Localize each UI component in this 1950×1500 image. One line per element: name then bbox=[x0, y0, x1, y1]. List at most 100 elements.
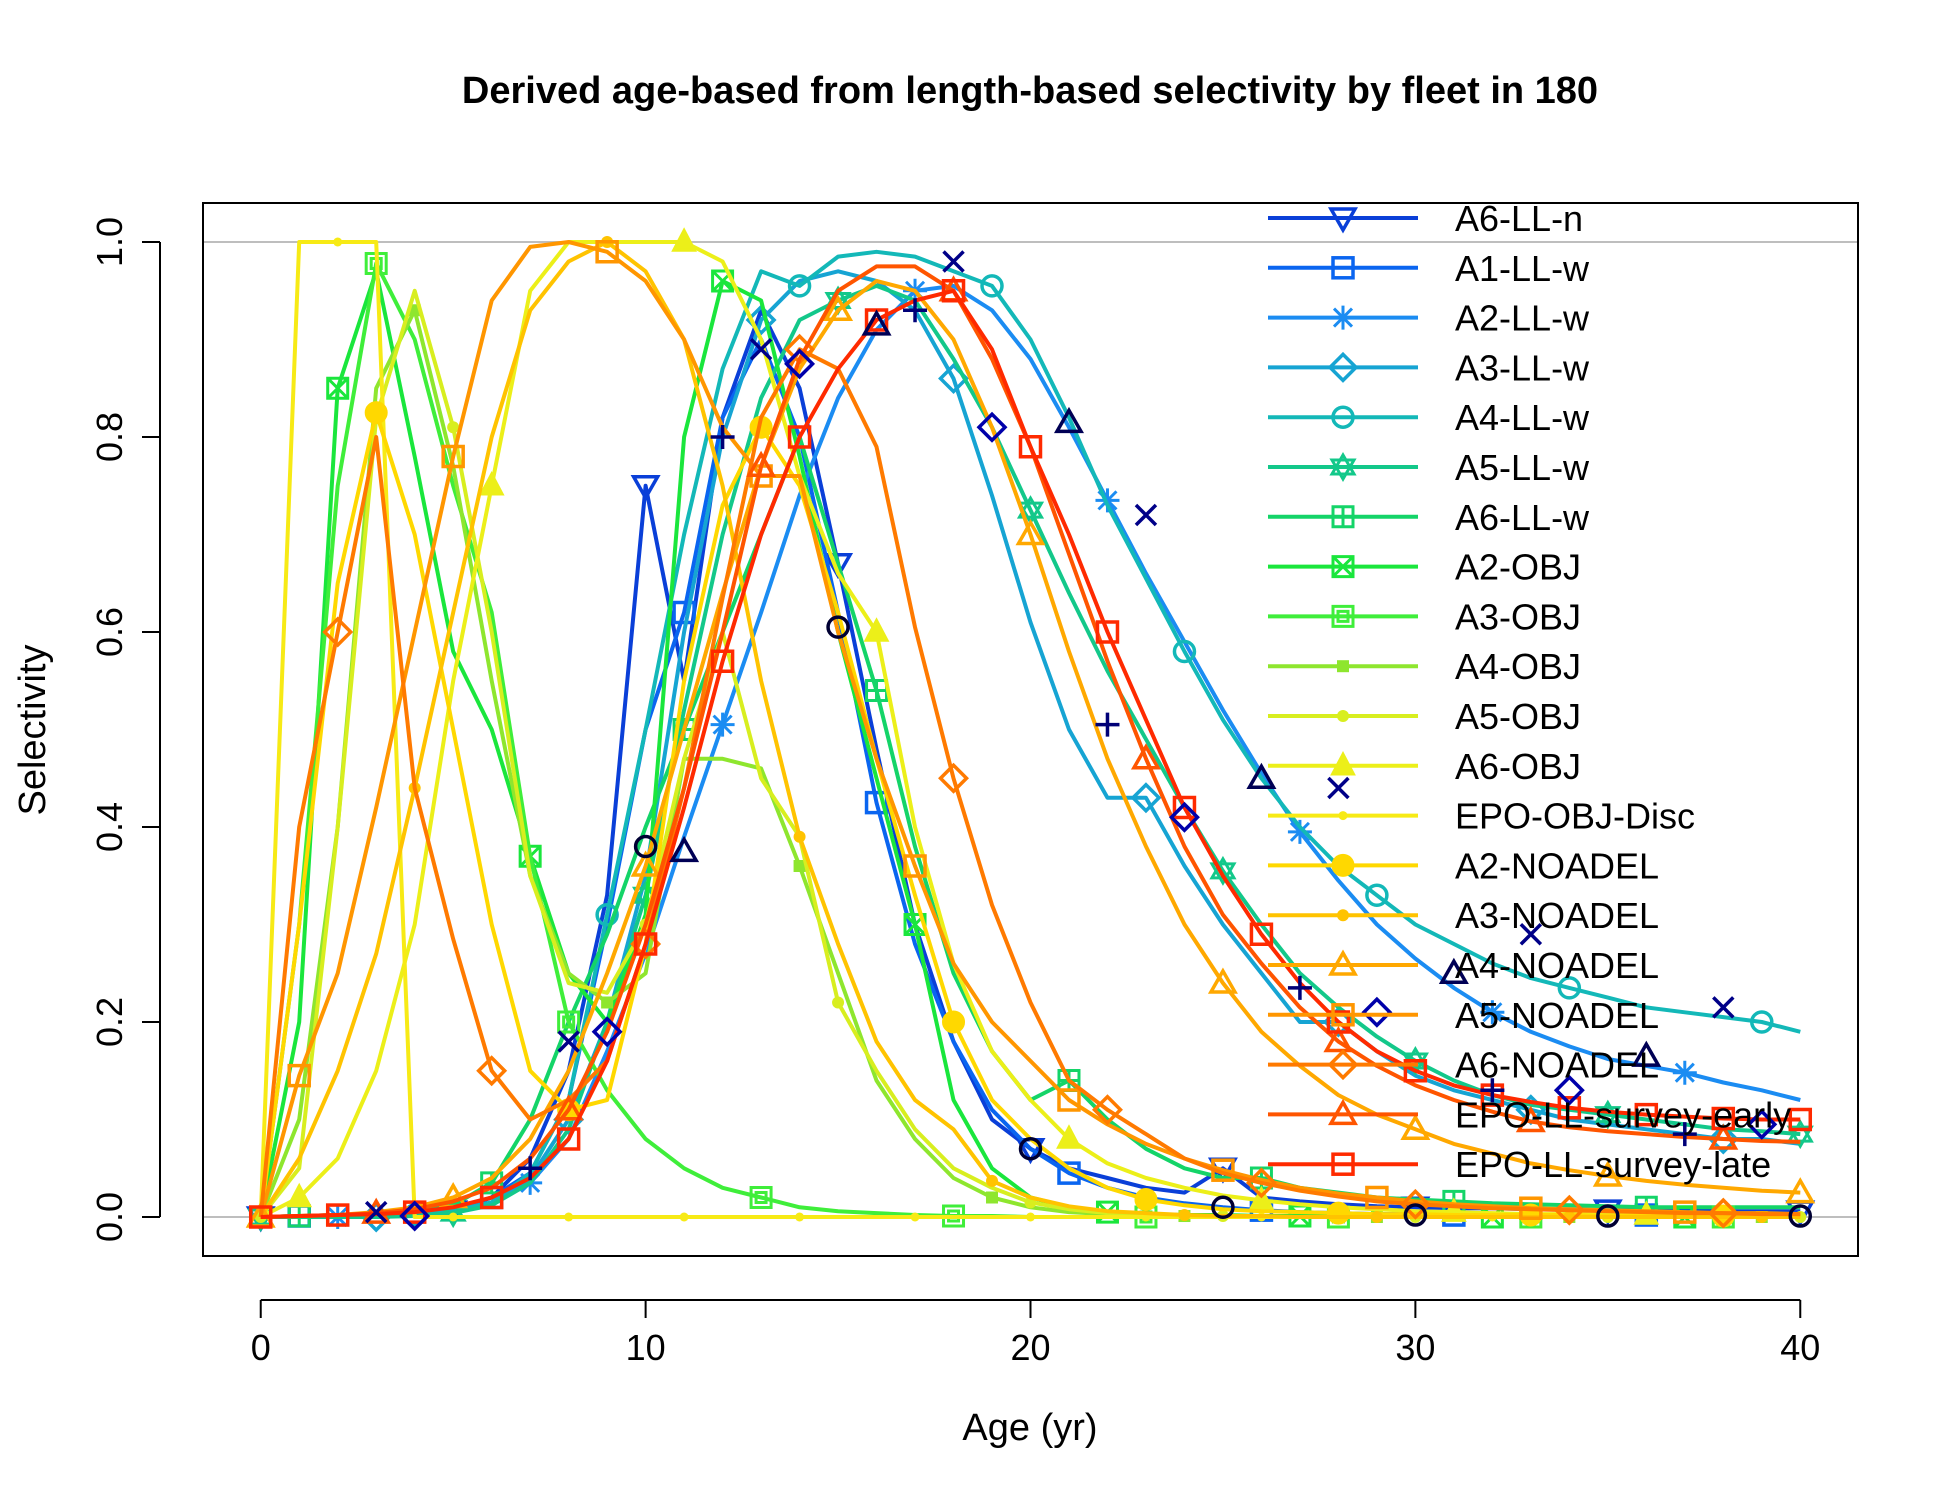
data-point bbox=[823, 294, 854, 321]
data-point bbox=[1631, 1040, 1662, 1067]
data-point bbox=[325, 1203, 350, 1227]
series-EPO-LL-survey-late bbox=[248, 279, 1813, 1229]
legend-item: A6-LL-w bbox=[1268, 497, 1590, 538]
data-point bbox=[1553, 1074, 1585, 1106]
x-tick-label: 20 bbox=[1010, 1327, 1050, 1368]
plot-frame bbox=[202, 202, 1859, 1257]
data-point bbox=[1092, 1094, 1123, 1126]
data-point bbox=[793, 830, 806, 843]
data-point bbox=[1672, 1122, 1697, 1147]
data-point bbox=[1172, 639, 1197, 664]
y-tick-label: 0.8 bbox=[89, 412, 130, 462]
data-point bbox=[1326, 1201, 1350, 1225]
data-point bbox=[1403, 1059, 1428, 1083]
series-line bbox=[258, 347, 1801, 1218]
black-marker-layer bbox=[364, 250, 1813, 1232]
legend-label: A1-LL-w bbox=[1455, 248, 1590, 289]
legend-marker bbox=[1331, 505, 1355, 529]
legend-marker bbox=[1330, 751, 1356, 776]
legend-label: A4-OBJ bbox=[1455, 646, 1581, 687]
data-point bbox=[861, 309, 892, 336]
data-point bbox=[942, 1010, 966, 1034]
legend-marker bbox=[1327, 351, 1359, 383]
legend-marker bbox=[1337, 710, 1349, 722]
data-point bbox=[1400, 1113, 1431, 1140]
data-point bbox=[942, 250, 965, 273]
data-point bbox=[1130, 782, 1162, 814]
legend-item: A6-OBJ bbox=[1268, 746, 1581, 787]
data-point bbox=[1785, 1177, 1816, 1204]
legend-label: A6-OBJ bbox=[1455, 746, 1581, 787]
legend-label: A5-NOADEL bbox=[1455, 995, 1659, 1036]
data-point bbox=[448, 1212, 458, 1222]
legend-marker bbox=[1331, 604, 1355, 628]
data-point bbox=[364, 1200, 388, 1224]
data-point bbox=[1057, 1088, 1081, 1112]
marker-set-circle bbox=[633, 615, 1813, 1228]
legend-item: EPO-LL-survey-late bbox=[1268, 1144, 1771, 1185]
data-point bbox=[630, 850, 661, 877]
data-point bbox=[749, 338, 773, 361]
data-point bbox=[287, 1063, 311, 1088]
legend-marker bbox=[1331, 853, 1355, 877]
data-point bbox=[1168, 801, 1200, 833]
legend-marker bbox=[1338, 811, 1348, 821]
legend-item: A5-NOADEL bbox=[1268, 995, 1659, 1036]
data-point bbox=[1634, 1102, 1659, 1127]
x-axis: 0 10 20 30 40 bbox=[251, 1299, 1820, 1368]
data-point bbox=[1370, 1211, 1383, 1223]
data-point bbox=[333, 237, 343, 247]
data-point bbox=[1130, 743, 1161, 770]
data-point bbox=[1365, 1185, 1389, 1210]
data-point bbox=[671, 227, 698, 252]
series-A3-NOADEL bbox=[259, 236, 1801, 1223]
data-point bbox=[322, 616, 354, 648]
data-point bbox=[479, 1185, 504, 1210]
legend-label: A5-LL-w bbox=[1455, 447, 1590, 488]
legend-item: A1-LL-w bbox=[1268, 248, 1590, 289]
data-point bbox=[595, 903, 619, 927]
data-point bbox=[941, 279, 966, 303]
marker-set-diamond bbox=[399, 348, 1778, 1232]
legend-item: EPO-LL-survey-early bbox=[1268, 1094, 1791, 1135]
series-layer bbox=[245, 227, 1816, 1233]
data-point bbox=[986, 1174, 999, 1187]
legend-marker bbox=[1331, 1003, 1355, 1027]
data-point bbox=[1707, 1123, 1739, 1155]
legend-marker bbox=[1337, 660, 1349, 673]
data-point bbox=[1207, 967, 1238, 994]
data-point bbox=[986, 1191, 999, 1204]
data-point bbox=[1026, 1212, 1035, 1222]
chart-title: Derived age-based from length-based sele… bbox=[462, 70, 1598, 112]
data-point bbox=[1592, 1160, 1623, 1187]
data-point bbox=[1557, 976, 1582, 1000]
legend-label: A6-NOADEL bbox=[1455, 1045, 1659, 1086]
legend-item: A4-LL-w bbox=[1268, 397, 1590, 438]
data-point bbox=[601, 996, 614, 1009]
data-point bbox=[784, 348, 816, 380]
legend-marker bbox=[1327, 207, 1359, 234]
x-tick-label: 10 bbox=[626, 1327, 666, 1368]
data-point bbox=[795, 1212, 805, 1222]
data-point bbox=[793, 860, 806, 872]
data-point bbox=[865, 679, 889, 702]
data-point bbox=[1553, 1194, 1585, 1226]
data-point bbox=[1248, 1185, 1275, 1211]
legend-item: EPO-OBJ-Disc bbox=[1268, 796, 1695, 837]
data-point bbox=[1750, 1010, 1774, 1034]
data-point bbox=[1095, 712, 1120, 737]
legend-label: A2-OBJ bbox=[1455, 547, 1581, 588]
data-point bbox=[1018, 1137, 1043, 1161]
data-point bbox=[1134, 503, 1158, 527]
legend: A6-LL-n A1-LL-w A2-LL-w A3-LL-w A4-LL-w A5-LL… bbox=[1268, 198, 1791, 1185]
legend-marker bbox=[1331, 256, 1355, 280]
x-axis-label: Age (yr) bbox=[962, 1407, 1097, 1449]
y-tick-label: 0.0 bbox=[89, 1192, 130, 1242]
y-tick-label: 1.0 bbox=[89, 217, 130, 267]
legend-label: A3-OBJ bbox=[1455, 596, 1581, 637]
legend-item: A2-LL-w bbox=[1268, 298, 1590, 339]
data-point bbox=[364, 401, 388, 425]
data-point bbox=[1519, 923, 1543, 946]
data-point bbox=[1326, 1010, 1351, 1034]
data-point bbox=[1211, 1195, 1235, 1219]
